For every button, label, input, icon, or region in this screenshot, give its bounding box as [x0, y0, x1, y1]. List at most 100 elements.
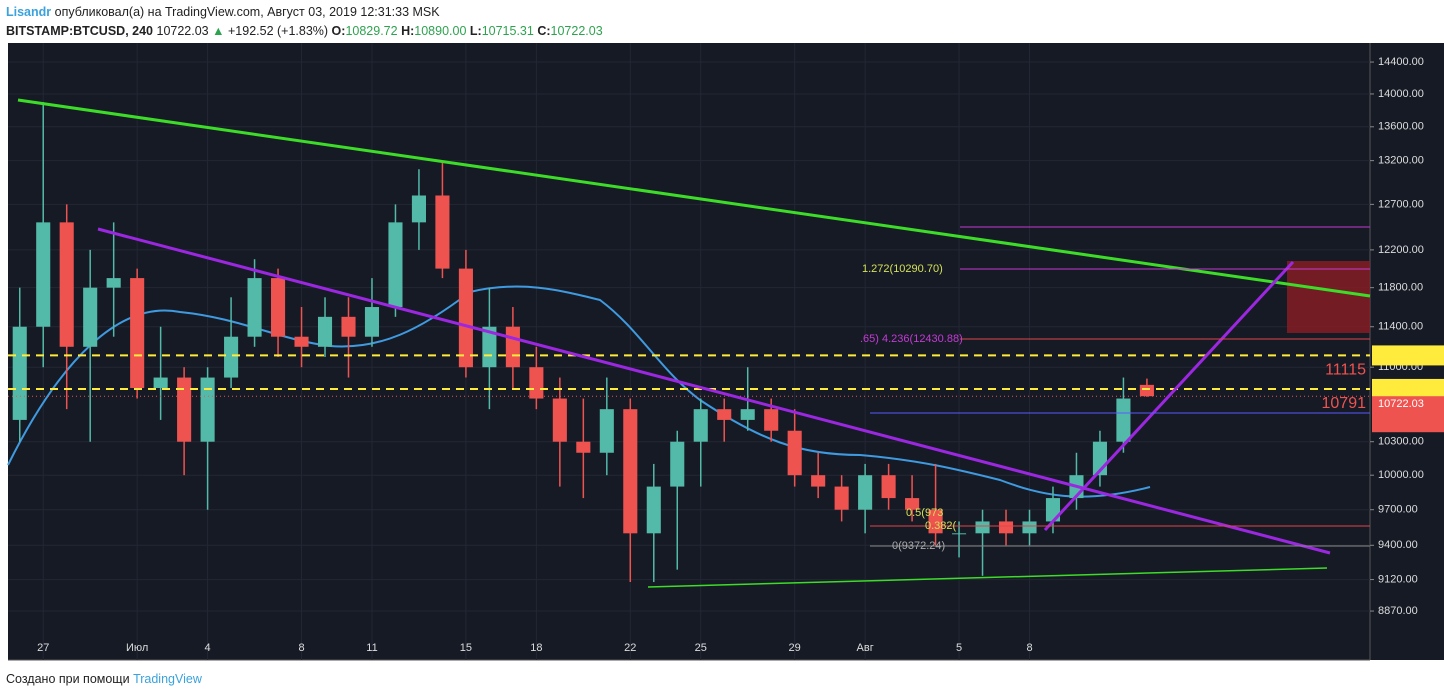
c: 10722.03: [550, 24, 603, 38]
candle-body: [482, 326, 497, 368]
candle-body: [552, 398, 567, 442]
level-label: 11115: [1325, 362, 1366, 379]
y-tick-label: 9400.00: [1378, 539, 1418, 551]
candle-body: [1022, 521, 1037, 534]
candle-body: [458, 268, 473, 368]
c-label: C:: [537, 24, 551, 38]
fib-label: 0(9372.24): [892, 540, 945, 552]
moving-average: [7, 285, 1151, 498]
plot-bg: [8, 43, 1370, 660]
trend-line: [647, 567, 1328, 588]
y-tick-label: 11400.00: [1378, 321, 1423, 333]
footer: Создано при помощи TradingView: [6, 672, 202, 686]
x-tick-label: 15: [460, 642, 472, 654]
candle-body: [975, 521, 990, 534]
candle-body: [599, 409, 614, 453]
candle-body: [317, 316, 333, 347]
candle-body: [59, 222, 74, 347]
candle-body: [12, 326, 27, 420]
fib-label: 1.272(10290.70): [862, 263, 943, 275]
candle-body: [341, 316, 356, 337]
candle-body: [764, 409, 779, 431]
author[interactable]: Lisandr: [6, 5, 52, 19]
x-tick-label: 8: [1026, 642, 1032, 654]
candle-body: [623, 409, 638, 534]
candle-body: [670, 441, 685, 487]
candle-body: [435, 195, 450, 269]
candle-body: [576, 441, 591, 453]
candle-body: [529, 367, 544, 399]
candle-body: [106, 278, 121, 288]
level-axis-box: [1372, 378, 1444, 399]
candle-body: [388, 222, 403, 308]
y-tick-label: 10300.00: [1378, 436, 1424, 448]
candle-body: [505, 326, 520, 368]
candle-body: [36, 222, 51, 327]
y-tick-label: 13600.00: [1378, 121, 1424, 133]
y-tick-label: 9120.00: [1378, 573, 1418, 585]
last-price-box: [1372, 396, 1444, 433]
candle-body: [294, 336, 309, 347]
candle-body: [153, 377, 168, 388]
header-line-2: BITSTAMP:BTCUSD, 240 10722.03 ▲ +192.52 …: [6, 22, 603, 41]
candle-body: [717, 409, 732, 420]
candle-body: [834, 486, 849, 510]
o: 10829.72: [345, 24, 398, 38]
x-tick-label: 4: [205, 642, 211, 654]
symbol: BITSTAMP:BTCUSD, 240: [6, 24, 154, 38]
candle-body: [364, 307, 380, 337]
candle-body: [693, 409, 708, 442]
l: 10715.31: [481, 24, 534, 38]
candle-body: [130, 278, 145, 388]
candle-body: [928, 509, 943, 534]
fib-label: 0.382(: [925, 520, 957, 532]
target-box: [1287, 261, 1370, 333]
x-tick-label: 18: [530, 642, 542, 654]
fib-label: .65) 4.236(12430.88): [860, 333, 963, 345]
arrow: ▲: [212, 24, 225, 38]
y-tick-label: 11800.00: [1378, 282, 1423, 294]
y-tick-label: 9700.00: [1378, 504, 1418, 516]
candle-body: [787, 430, 802, 476]
x-tick-label: 27: [37, 642, 49, 654]
x-tick-label: Июл: [126, 642, 148, 654]
y-tick-label: 12200.00: [1378, 244, 1424, 256]
x-tick-label: 25: [695, 642, 707, 654]
h-label: H:: [401, 24, 415, 38]
y-tick-label: 13200.00: [1378, 155, 1424, 167]
x-tick-label: Авг: [857, 642, 874, 654]
candle-body: [858, 475, 873, 510]
candle-body: [200, 377, 215, 442]
candle-body: [881, 475, 896, 499]
y-tick-label: 12700.00: [1378, 198, 1424, 210]
l-label: L:: [469, 24, 482, 38]
x-tick-label: 8: [298, 642, 304, 654]
candle-body: [271, 278, 286, 337]
level-axis-box: [1372, 345, 1444, 366]
h: 10890.00: [414, 24, 467, 38]
trend-line: [17, 98, 1371, 298]
y-tick-label: 14400.00: [1378, 56, 1424, 68]
y-tick-label: 14000.00: [1378, 88, 1424, 100]
published: опубликовал(а) на TradingView.com, Авгус…: [54, 5, 440, 19]
x-tick-label: 5: [956, 642, 962, 654]
level-label: 10791: [1322, 395, 1367, 412]
y-tick-label: 8870.00: [1378, 605, 1418, 617]
brand[interactable]: TradingView: [133, 672, 202, 686]
x-tick-label: 29: [789, 642, 801, 654]
candle-body: [411, 195, 426, 223]
chart: 8870.00 9120.00 9400.00 9700.00 10000.00 1030…: [7, 43, 1444, 661]
candle-body: [177, 377, 192, 442]
header: Lisandr опубликовал(а) на TradingView.co…: [6, 3, 603, 41]
candle-body: [247, 278, 262, 337]
candle-body: [905, 498, 920, 510]
trend-line: [1043, 260, 1295, 532]
o-label: O:: [331, 24, 346, 38]
made-with: Создано при помощи: [6, 672, 130, 686]
candle-body: [740, 409, 755, 420]
header-line-1: Lisandr опубликовал(а) на TradingView.co…: [6, 3, 603, 22]
fib-label: 0.5(973: [906, 507, 943, 519]
candle-body: [83, 287, 98, 347]
x-tick-label: 22: [624, 642, 636, 654]
